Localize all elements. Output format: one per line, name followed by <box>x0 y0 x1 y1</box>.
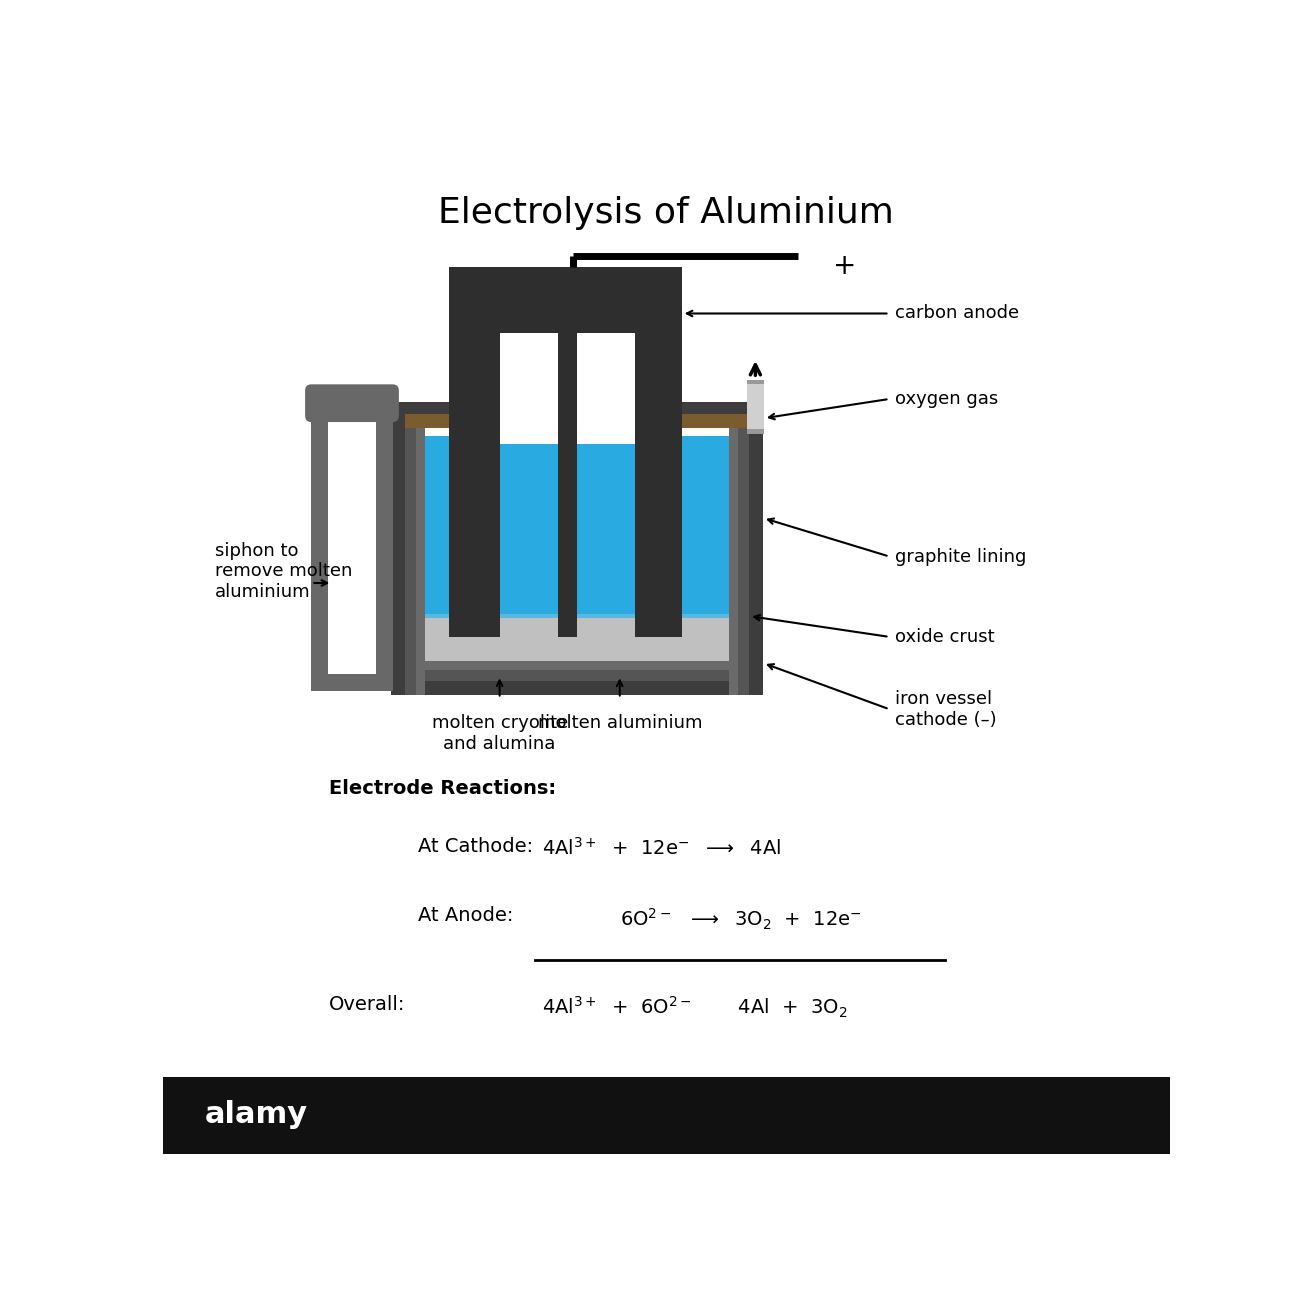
Text: carbon anode: carbon anode <box>894 305 1019 323</box>
Bar <box>416 660 738 671</box>
Bar <box>425 613 729 619</box>
Text: 4Al$^{3+}$  +  6O$^{2-}$       4Al  +  3O$_2$: 4Al$^{3+}$ + 6O$^{2-}$ 4Al + 3O$_2$ <box>542 995 848 1021</box>
Text: 4Al$^{3+}$  +  12e$^{-}$  $\longrightarrow$  4Al: 4Al$^{3+}$ + 12e$^{-}$ $\longrightarrow$… <box>542 837 781 859</box>
Bar <box>729 427 738 695</box>
FancyBboxPatch shape <box>306 384 399 422</box>
Text: molten aluminium: molten aluminium <box>537 713 702 732</box>
Text: Electrolysis of Aluminium: Electrolysis of Aluminium <box>438 196 894 230</box>
Text: oxygen gas: oxygen gas <box>894 390 998 409</box>
Bar <box>450 445 499 637</box>
Text: +: + <box>833 252 857 280</box>
Bar <box>450 267 681 445</box>
Text: At Anode:: At Anode: <box>419 907 514 925</box>
Bar <box>376 390 393 691</box>
Text: At Cathode:: At Cathode: <box>419 837 533 856</box>
Text: 6O$^{2-}$  $\longrightarrow$  3O$_2$  +  12e$^{-}$: 6O$^{2-}$ $\longrightarrow$ 3O$_2$ + 12e… <box>620 907 862 931</box>
Bar <box>391 402 406 695</box>
Bar <box>425 619 729 660</box>
Text: Electrode Reactions:: Electrode Reactions: <box>329 779 556 799</box>
Bar <box>311 390 393 407</box>
Bar <box>391 681 763 695</box>
Text: graphite lining: graphite lining <box>894 547 1026 565</box>
Bar <box>162 1078 1170 1154</box>
Bar <box>406 671 749 681</box>
Bar <box>311 674 393 691</box>
Bar <box>406 414 749 428</box>
Bar <box>746 429 764 433</box>
Bar <box>416 427 425 695</box>
Bar <box>311 390 329 691</box>
Bar <box>329 407 376 674</box>
Text: oxide crust: oxide crust <box>894 628 995 646</box>
Text: iron vessel
cathode (–): iron vessel cathode (–) <box>894 690 997 729</box>
Bar <box>558 445 577 637</box>
Bar <box>746 380 764 384</box>
Bar <box>749 402 763 695</box>
Bar <box>425 436 729 619</box>
Bar <box>406 416 416 695</box>
Text: Overall:: Overall: <box>329 995 406 1014</box>
Bar <box>636 445 681 637</box>
Bar <box>577 333 636 445</box>
Text: molten cryolite
and alumina: molten cryolite and alumina <box>432 713 568 752</box>
Bar <box>391 402 763 416</box>
Text: alamy: alamy <box>205 1100 308 1130</box>
Bar <box>746 380 764 433</box>
Bar <box>738 416 749 695</box>
Text: siphon to
remove molten
aluminium: siphon to remove molten aluminium <box>216 542 352 602</box>
Bar <box>499 333 558 445</box>
